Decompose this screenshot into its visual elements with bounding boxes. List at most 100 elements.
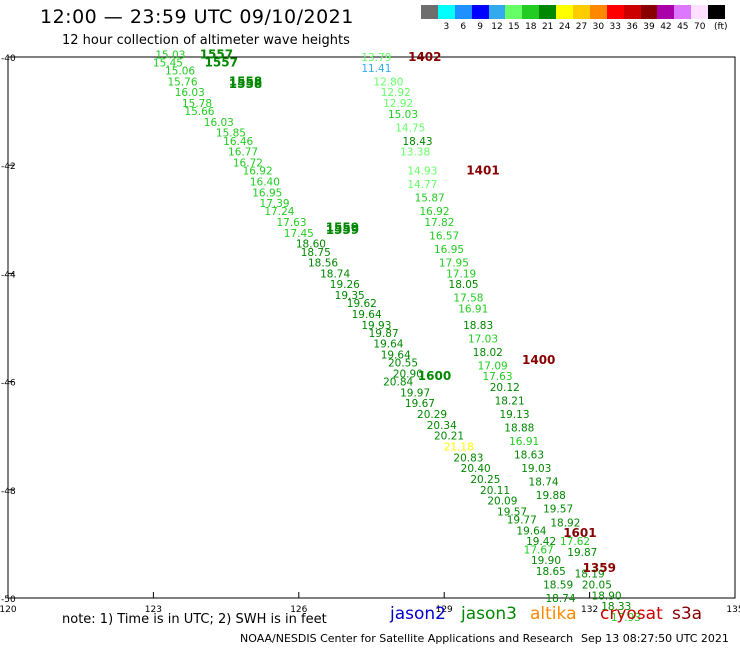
wave-height-value: 16.46 <box>223 136 253 148</box>
wave-height-value: 19.88 <box>536 490 566 502</box>
wave-height-value: 18.75 <box>301 247 331 259</box>
legend-tick-label: 33 <box>609 22 621 32</box>
wave-height-value: 15.06 <box>165 66 195 78</box>
legend-swatch <box>488 5 506 19</box>
satellite-label-jason3: jason3 <box>461 604 517 624</box>
wave-height-value: 18.92 <box>550 517 580 529</box>
wave-height-value: 16.92 <box>243 166 273 178</box>
lon-tick-label: 126 <box>290 605 307 615</box>
lat-tick-label: -44 <box>1 270 16 280</box>
wave-height-value: 19.64 <box>352 309 382 321</box>
wave-height-value: 18.63 <box>514 450 544 462</box>
wave-height-value: 16.03 <box>204 117 234 129</box>
legend-tick-label: 42 <box>660 22 672 32</box>
legend-unit: (ft) <box>714 22 728 32</box>
wave-height-value: 18.60 <box>296 239 326 251</box>
wave-height-value: 19.13 <box>499 409 529 421</box>
wave-height-value: 14.77 <box>407 179 437 191</box>
wave-height-value: 17.19 <box>446 268 476 280</box>
lon-tick-label: 123 <box>145 605 162 615</box>
legend-tick-label: 36 <box>626 22 638 32</box>
wave-height-value: 14.93 <box>407 166 437 178</box>
lon-tick-label: 120 <box>0 605 17 615</box>
wave-height-value: 16.03 <box>175 87 205 99</box>
legend-swatch <box>589 5 607 19</box>
wave-height-value: 13.38 <box>400 147 430 159</box>
legend-swatch <box>421 5 438 19</box>
wave-height-value: 16.72 <box>233 157 263 169</box>
wave-height-value: 17.63 <box>482 371 512 383</box>
pass-time-label: 1559 <box>326 220 359 234</box>
wave-height-value: 18.74 <box>320 268 350 280</box>
wave-height-value: 18.88 <box>504 423 534 435</box>
satellite-label-cryosat: cryosat <box>600 604 663 624</box>
wave-height-value: 18.65 <box>536 566 566 578</box>
legend-swatch <box>623 5 641 19</box>
wave-height-value: 20.90 <box>393 368 423 380</box>
wave-height-value: 19.35 <box>335 290 365 302</box>
wave-height-value: 20.83 <box>453 452 483 464</box>
wave-height-value: 17.95 <box>439 258 469 270</box>
map-subtitle: 12 hour collection of altimeter wave hei… <box>62 33 350 48</box>
wave-height-value: 13.79 <box>361 52 391 64</box>
pass-time-label: 1559 <box>326 223 359 237</box>
wave-height-value: 11.41 <box>361 63 391 75</box>
wave-height-value: 20.21 <box>434 431 464 443</box>
lon-tick-label: 132 <box>581 605 598 615</box>
legend-swatch <box>691 5 709 19</box>
legend-swatch <box>471 5 489 19</box>
wave-height-value: 15.45 <box>153 57 183 69</box>
wave-height-value: 18.05 <box>449 279 479 291</box>
color-legend-bar <box>421 5 726 19</box>
wave-height-value: 18.33 <box>601 601 631 613</box>
wave-height-value: 15.85 <box>216 128 246 140</box>
satellite-label-s3a: s3a <box>672 604 703 624</box>
wave-height-value: 17.24 <box>264 206 294 218</box>
legend-tick-label: 30 <box>592 22 605 32</box>
wave-height-value: 18.90 <box>592 590 622 602</box>
wave-height-value: 15.76 <box>167 76 197 88</box>
satellite-label-altika: altika <box>530 604 577 624</box>
wave-height-value: 18.74 <box>545 593 575 605</box>
pass-time-label: 1359 <box>583 561 616 575</box>
track-east: 13.7911.4112.8012.9212.9215.0314.7518.43… <box>361 50 641 624</box>
pass-time-label: 1601 <box>563 526 596 540</box>
pass-time-label: 1557 <box>200 47 233 61</box>
legend-swatch <box>606 5 624 19</box>
legend-tick-label: 3 <box>443 22 450 32</box>
wave-height-value: 19.57 <box>543 504 573 516</box>
legend-tick-label: 12 <box>491 22 503 32</box>
wave-height-value: 19.64 <box>516 525 546 537</box>
lon-tick-label: 129 <box>436 605 453 615</box>
wave-height-value: 16.92 <box>419 206 449 218</box>
legend-tick-label: 70 <box>693 22 706 32</box>
map-title: 12:00 — 23:59 UTC 09/10/2021 <box>40 6 354 28</box>
wave-height-value: 17.09 <box>478 360 508 372</box>
legend-swatch <box>505 5 523 19</box>
legend-swatch <box>708 5 726 19</box>
legend-swatch <box>454 5 472 19</box>
wave-height-value: 12.80 <box>373 76 403 88</box>
wave-height-value: 17.62 <box>560 536 590 548</box>
wave-height-value: 12.92 <box>383 98 413 110</box>
wave-height-value: 17.03 <box>468 333 498 345</box>
pass-time-label: 1600 <box>418 369 451 383</box>
map-frame <box>7 56 736 599</box>
legend-swatch <box>674 5 692 19</box>
wave-height-value: 19.64 <box>381 350 411 362</box>
lat-tick-label: -48 <box>1 487 16 497</box>
wave-height-value: 18.02 <box>473 347 503 359</box>
generated-timestamp: Sep 13 08:27:50 UTC 2021 <box>581 632 729 645</box>
wave-height-value: 15.78 <box>182 98 212 110</box>
pass-time-label: 1400 <box>522 353 555 367</box>
wave-height-value: 16.95 <box>434 244 464 256</box>
wave-height-value: 19.62 <box>347 298 377 310</box>
legend-swatch <box>573 5 590 19</box>
wave-height-value: 20.12 <box>490 382 520 394</box>
wave-height-value: 14.75 <box>395 122 425 134</box>
wave-height-value: 20.34 <box>427 420 457 432</box>
wave-height-value: 20.11 <box>480 485 510 497</box>
wave-height-value: 19.77 <box>507 515 537 527</box>
wave-height-value: 19.57 <box>497 506 527 518</box>
